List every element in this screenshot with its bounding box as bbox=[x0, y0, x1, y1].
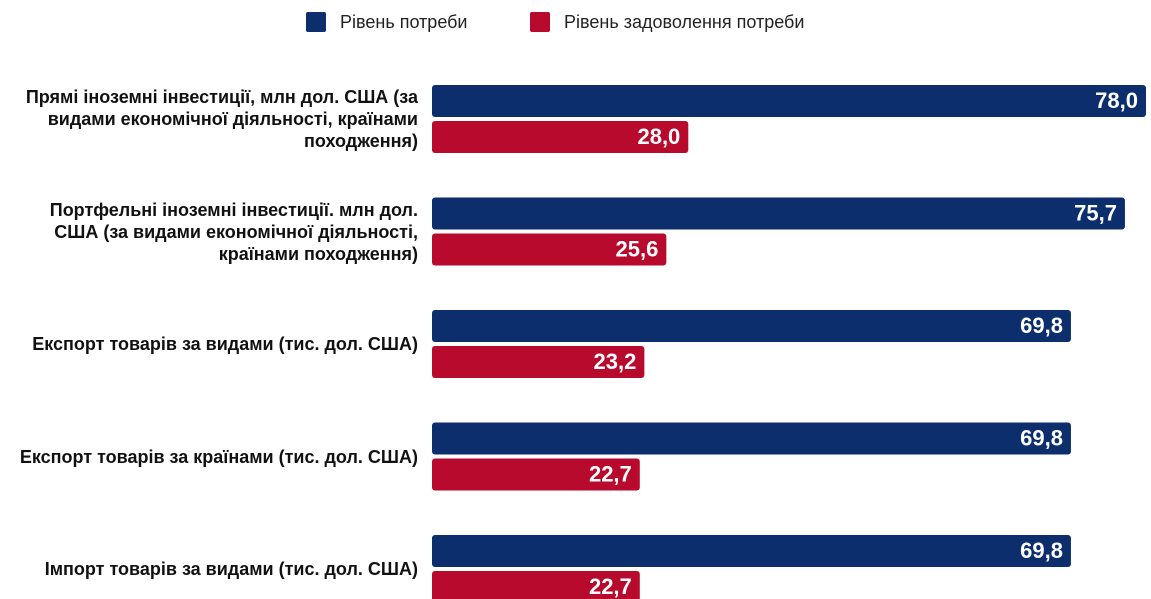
legend-label: Рівень задоволення потреби bbox=[564, 12, 804, 32]
value-label: 22,7 bbox=[589, 574, 632, 599]
category-label: Портфельні іноземні інвестиції. млн дол.… bbox=[49, 199, 418, 264]
value-label: 69,8 bbox=[1020, 313, 1063, 338]
legend-swatch bbox=[306, 12, 326, 32]
legend-label: Рівень потреби bbox=[340, 12, 468, 32]
value-label: 69,8 bbox=[1020, 538, 1063, 563]
bar bbox=[432, 310, 1071, 342]
value-label: 28,0 bbox=[637, 124, 680, 149]
bar bbox=[432, 535, 1071, 567]
category-label: Експорт товарів за видами (тис. дол. США… bbox=[32, 334, 418, 354]
bar bbox=[432, 85, 1146, 117]
category-label: Експорт товарів за країнами (тис. дол. С… bbox=[19, 446, 418, 467]
category-label: Прямі іноземні інвестиції, млн дол. США … bbox=[25, 87, 418, 151]
value-label: 22,7 bbox=[589, 461, 632, 486]
bar bbox=[432, 422, 1071, 455]
value-label: 78,0 bbox=[1095, 88, 1138, 113]
bar bbox=[432, 346, 645, 378]
bar bbox=[432, 571, 640, 599]
value-label: 23,2 bbox=[594, 349, 637, 374]
bar bbox=[432, 458, 640, 491]
category-label: Імпорт товарів за видами (тис. дол. США) bbox=[44, 559, 418, 579]
value-label: 75,7 bbox=[1074, 200, 1117, 225]
legend-swatch bbox=[530, 12, 550, 32]
bar bbox=[432, 121, 689, 153]
value-label: 69,8 bbox=[1020, 425, 1063, 450]
bar bbox=[432, 197, 1125, 230]
bar bbox=[432, 233, 667, 266]
value-label: 25,6 bbox=[616, 236, 659, 261]
